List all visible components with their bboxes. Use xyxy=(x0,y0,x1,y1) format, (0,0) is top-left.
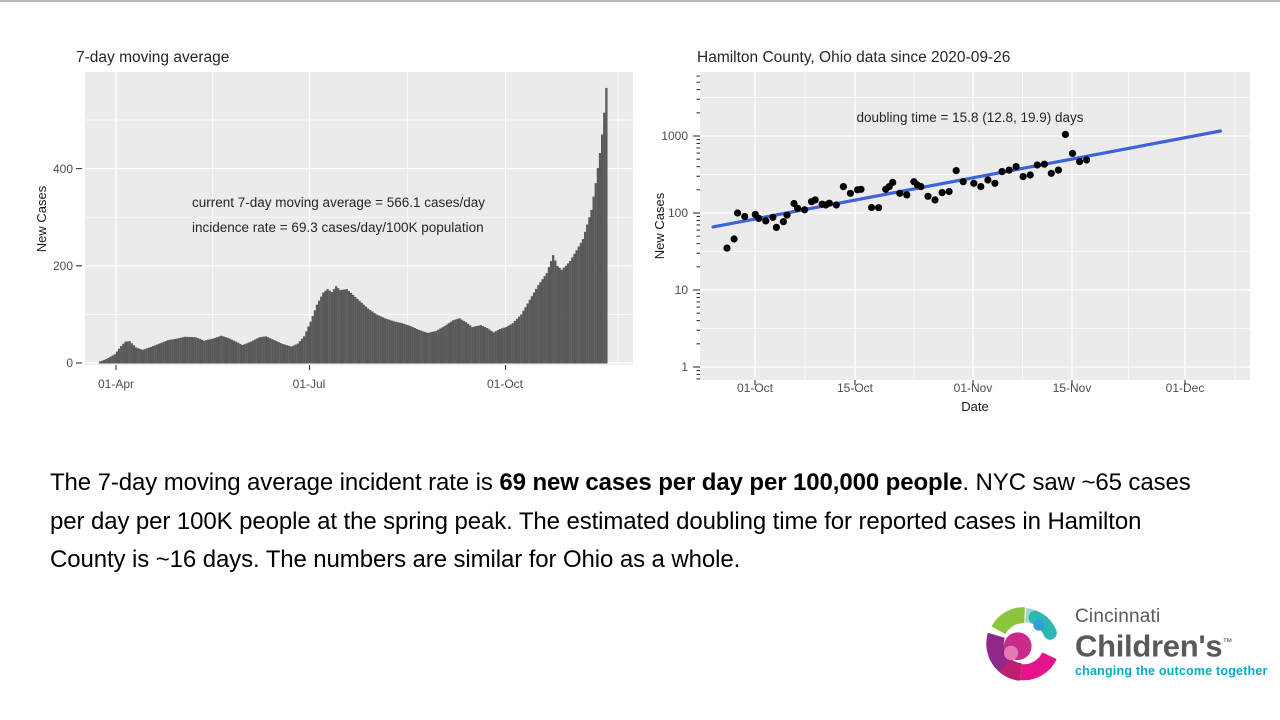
y-tick-label: 100 xyxy=(668,206,688,220)
y-tick-label: 400 xyxy=(53,162,73,176)
x-axis-title: Date xyxy=(961,399,988,414)
bars-series xyxy=(98,87,608,364)
y-axis-title: New Cases xyxy=(34,185,49,252)
y-axis-title: New Cases xyxy=(652,192,667,259)
axis-tick-marks xyxy=(76,168,507,370)
logo-arc-crimson xyxy=(999,658,1023,681)
slide-top-border xyxy=(0,0,1280,2)
logo-text: Cincinnati Children's™ changing the outc… xyxy=(1075,606,1268,678)
y-tick-label: 200 xyxy=(53,259,73,273)
y-tick-label: 10 xyxy=(675,283,689,297)
scatter-chart-hamilton-county: Hamilton County, Ohio data since 2020-09… xyxy=(652,49,1250,414)
y-tick-label: 0 xyxy=(66,356,73,370)
chart-title: Hamilton County, Ohio data since 2020-09… xyxy=(697,49,1010,66)
trademark-symbol: ™ xyxy=(1222,636,1233,648)
annotation-doubling-time: doubling time = 15.8 (12.8, 19.9) days xyxy=(856,110,1083,125)
paragraph-segment-bold: 69 new cases per day per 100,000 people xyxy=(499,469,963,496)
paragraph-segment: The 7-day moving average incident rate i… xyxy=(50,469,500,496)
logo-name-line1: Cincinnati xyxy=(1075,605,1161,627)
x-tick-label: 15-Nov xyxy=(1053,381,1092,395)
x-tick-label: 01-Nov xyxy=(954,381,993,395)
logo-inner-pink-blob xyxy=(1003,645,1019,661)
x-axis-tick-marks xyxy=(754,380,1186,385)
cincinnati-childrens-logo-icon xyxy=(986,607,1057,681)
logo-arc-magenta xyxy=(1020,651,1057,681)
x-tick-label: 01-Apr xyxy=(98,377,134,391)
logo-blue-dot xyxy=(1033,619,1045,631)
x-tick-label: 15-Oct xyxy=(837,381,874,395)
summary-paragraph: The 7-day moving average incident rate i… xyxy=(50,464,1218,580)
logo-name-line2: Children's™ xyxy=(1075,628,1268,661)
annotation-moving-average: current 7-day moving average = 566.1 cas… xyxy=(192,195,485,210)
x-tick-label: 01-Oct xyxy=(487,377,524,391)
x-tick-label: 01-Oct xyxy=(737,381,774,395)
chart-title: 7-day moving average xyxy=(76,49,229,66)
bar-chart-7day-moving-average: 7-day moving average New Cases 0 200 400… xyxy=(34,49,633,391)
paragraph-segment: . NYC saw ~65 cases per day per 100K peo… xyxy=(50,469,1191,573)
x-tick-label: 01-Jul xyxy=(293,377,326,391)
logo-tagline: changing the outcome together xyxy=(1075,664,1268,679)
log-axis-tick-marks xyxy=(693,75,700,380)
logo-childrens-text: Children's xyxy=(1075,628,1223,664)
x-tick-label: 01-Dec xyxy=(1166,381,1205,395)
cincinnati-childrens-logo: Cincinnati Children's™ changing the outc… xyxy=(985,598,1268,686)
y-tick-label: 1000 xyxy=(661,129,688,143)
y-tick-label: 1 xyxy=(681,360,688,374)
minor-gridlines xyxy=(700,72,1250,380)
logo-arc-teal xyxy=(1028,610,1057,640)
major-gridlines xyxy=(700,72,1250,380)
scatter-points xyxy=(723,130,1091,252)
logo-arc-green xyxy=(991,607,1025,635)
annotation-incidence-rate: incidence rate = 69.3 cases/day/100K pop… xyxy=(192,220,484,235)
